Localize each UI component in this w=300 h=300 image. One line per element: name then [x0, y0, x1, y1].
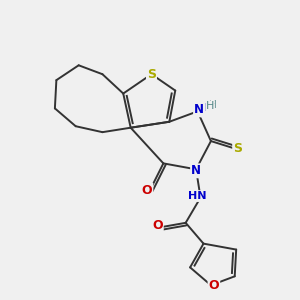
Text: H: H — [209, 100, 217, 110]
Text: S: S — [233, 142, 242, 155]
Text: H: H — [206, 101, 214, 111]
Text: O: O — [142, 184, 152, 196]
Text: NH: NH — [195, 103, 213, 113]
Text: N: N — [194, 103, 204, 116]
Text: HN: HN — [188, 191, 207, 201]
Text: O: O — [152, 219, 163, 232]
Text: S: S — [147, 68, 156, 81]
Text: N: N — [191, 164, 201, 177]
Text: O: O — [208, 279, 219, 292]
